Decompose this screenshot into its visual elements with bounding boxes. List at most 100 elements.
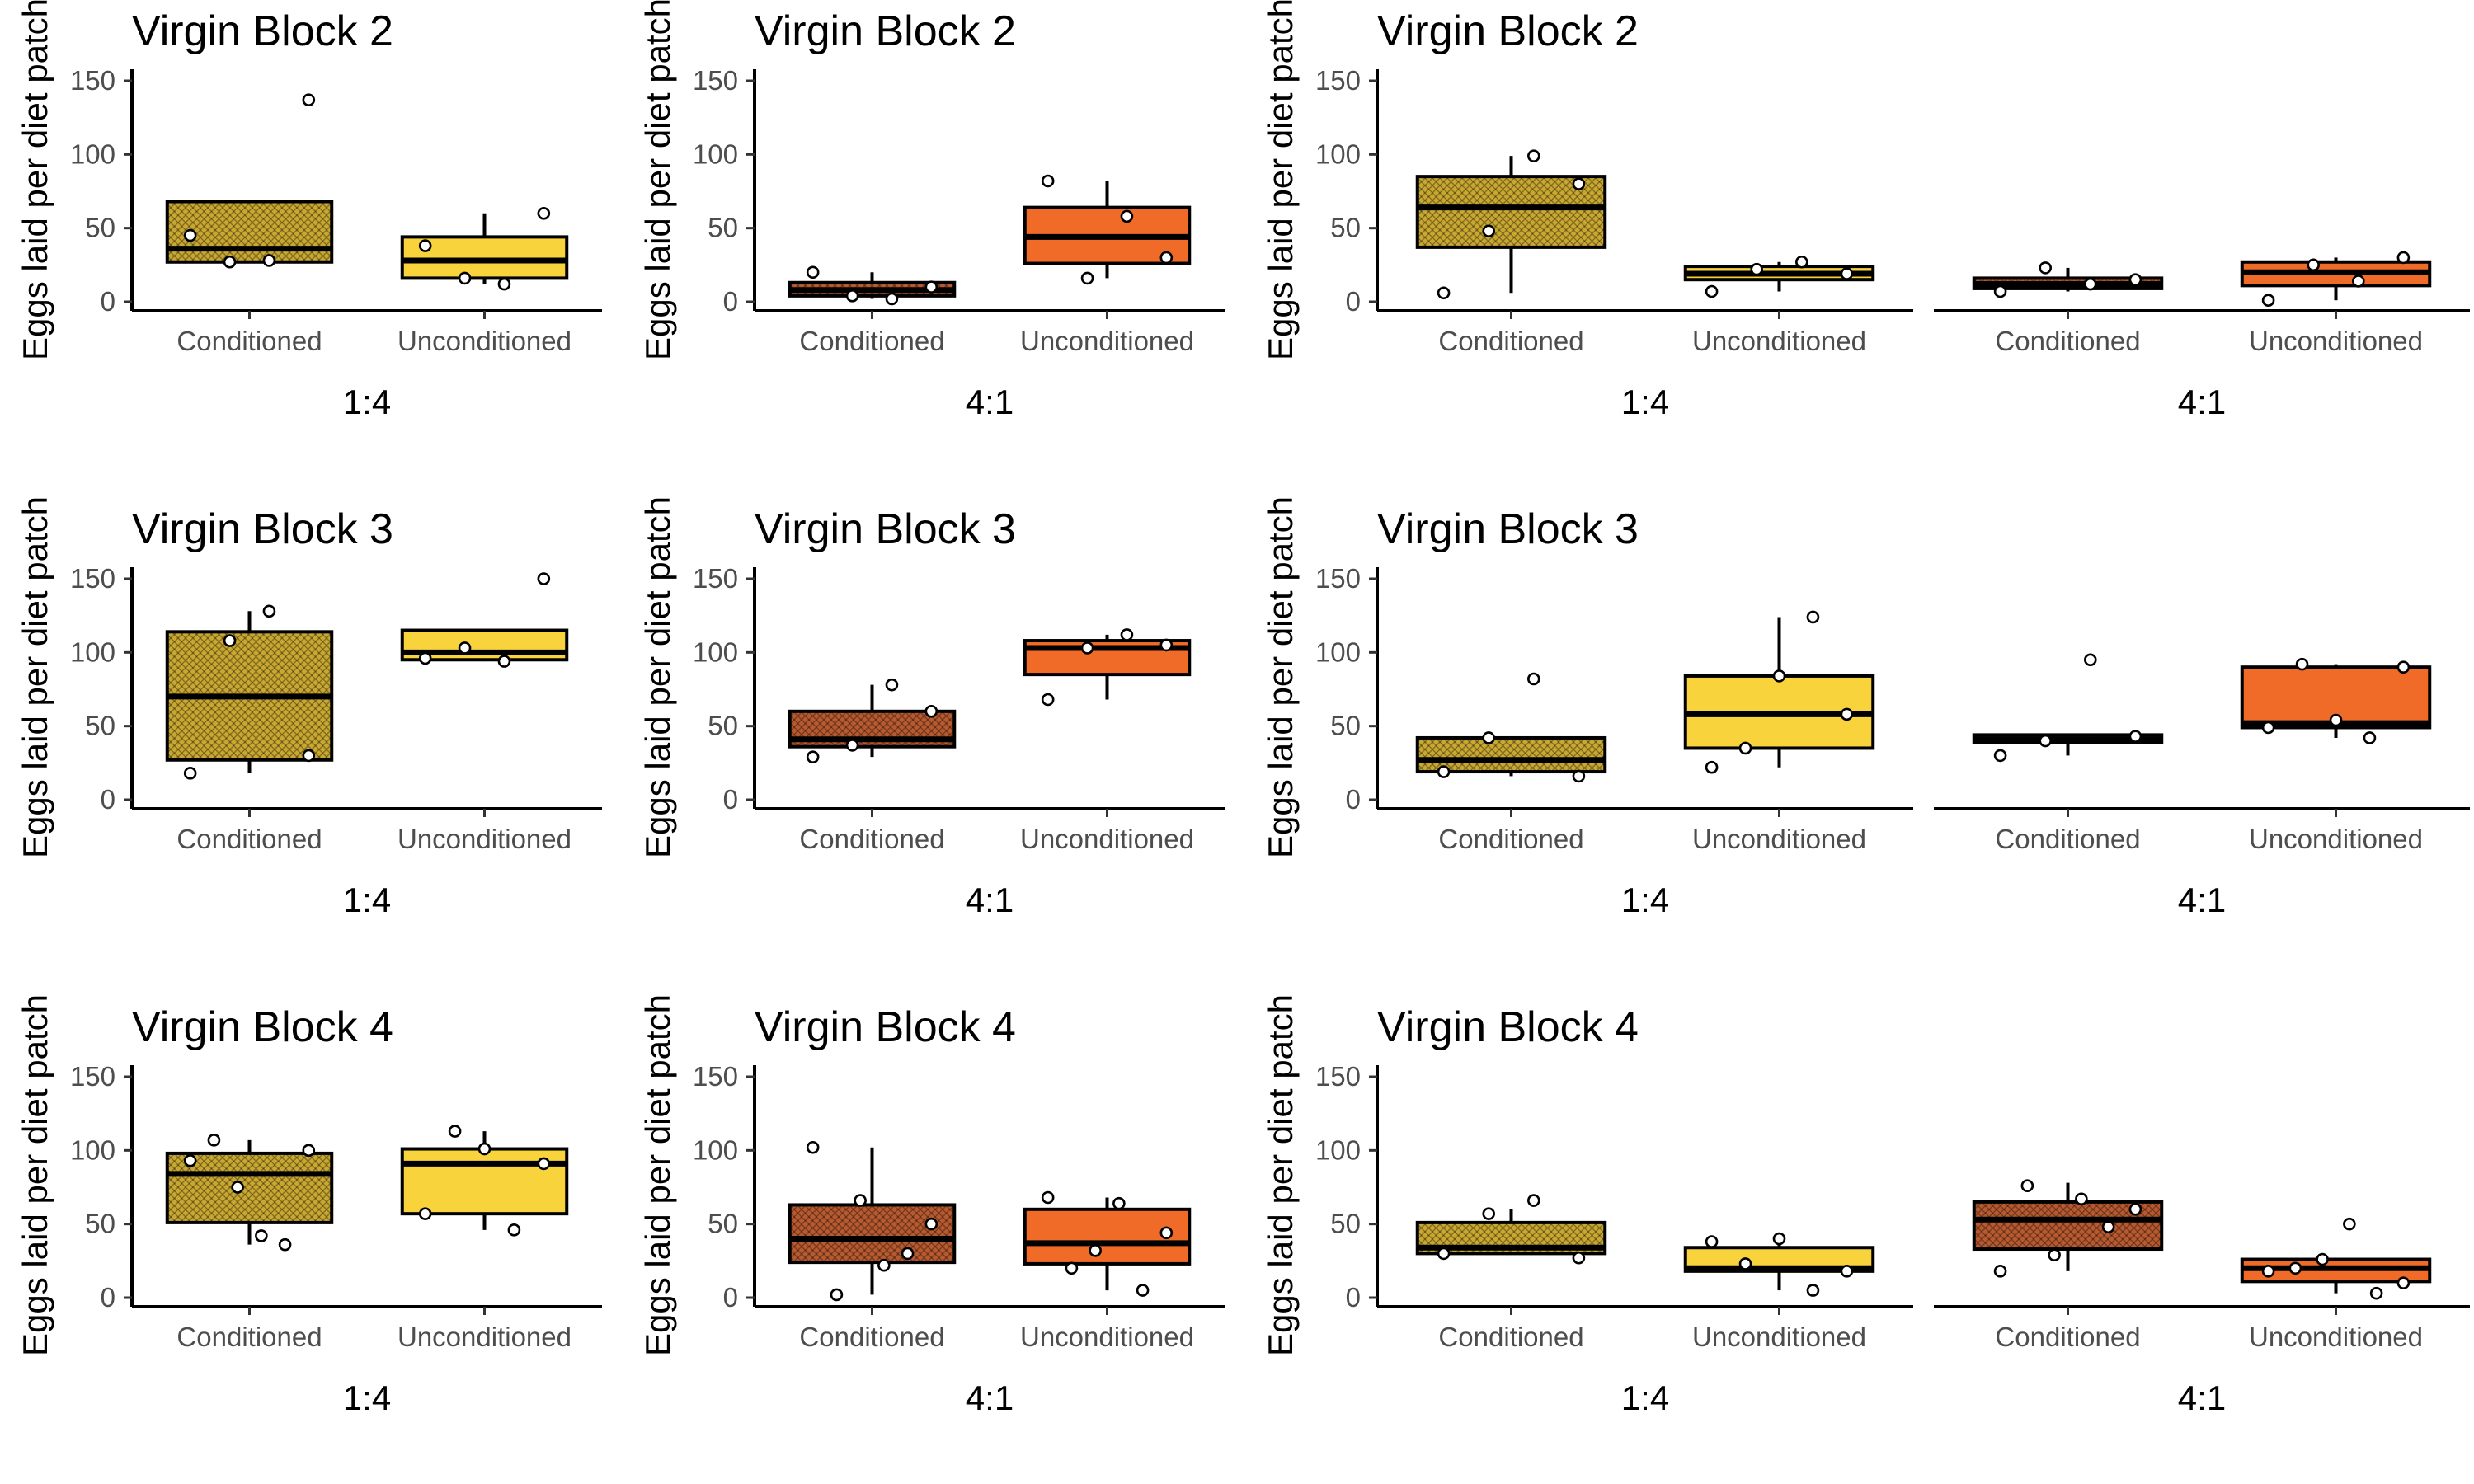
data-point [2128,730,2142,743]
facet-label: 4:1 [2178,1378,2226,1417]
y-tick-label: 150 [693,65,738,96]
facet-label: 4:1 [966,881,1014,919]
data-point [1482,224,1495,238]
data-point [1041,174,1055,188]
box-group [1415,149,1607,300]
x-tick-label: Conditioned [1995,326,2140,356]
data-point [1482,731,1495,744]
data-point [278,1237,292,1252]
data-point [1089,1244,1102,1257]
data-point [207,1134,221,1147]
y-axis-label: Eggs laid per diet patch [638,496,677,858]
data-point [231,1181,244,1194]
data-point [1120,209,1134,223]
y-axis-label: Eggs laid per diet patch [638,994,677,1356]
data-point [223,255,237,269]
data-point [2020,1179,2034,1193]
x-tick-label: Unconditioned [397,824,571,854]
x-tick-label: Unconditioned [397,1322,571,1352]
data-point [183,767,197,780]
x-tick-label: Unconditioned [1692,1322,1866,1352]
data-point [1806,610,1820,624]
y-tick-label: 150 [693,1061,738,1092]
data-point [2396,660,2411,674]
panel-title: Virgin Block 2 [755,7,1016,55]
data-point [537,206,551,220]
data-point [2363,731,2377,744]
data-point [183,228,197,242]
facet-label: 4:1 [2178,881,2226,919]
data-point [497,277,511,291]
data-point [845,739,859,752]
facet-label: 4:1 [2178,383,2226,421]
y-axis-label: Eggs laid per diet patch [16,496,54,858]
y-axis-label: Eggs laid per diet patch [1261,0,1300,360]
box-group [165,93,334,269]
y-tick-label: 100 [70,636,115,667]
x-tick-label: Unconditioned [1020,326,1194,356]
data-point [1159,638,1174,652]
data-point [507,1223,521,1237]
data-point [1482,1207,1495,1220]
x-tick-label: Unconditioned [397,326,571,356]
data-point [2352,275,2365,288]
facet-label: 1:4 [343,1378,391,1417]
data-point [1112,1196,1126,1210]
y-tick-label: 100 [693,636,738,667]
data-point [497,655,511,668]
y-axis-label: Eggs laid per diet patch [638,0,677,360]
data-point [1572,1251,1586,1265]
x-tick-label: Conditioned [1995,824,2140,854]
y-tick-label: 0 [1346,784,1361,815]
y-tick-label: 0 [723,286,738,317]
box-group [1415,672,1607,783]
panel: Virgin Block 2 Eggs laid per diet patch 0 5… [16,0,602,421]
panel: Virgin Block 3 Eggs laid per diet patch 0 5… [1261,496,2470,919]
box-group [1023,1190,1192,1297]
data-point [1840,1265,1854,1278]
data-point [2075,1192,2088,1206]
x-tick-label: Conditioned [799,326,944,356]
data-point [806,1140,820,1154]
data-point [1806,1284,1820,1297]
data-point [1080,271,1094,285]
data-point [1437,286,1451,300]
data-point [2039,734,2052,748]
data-point [1993,1265,2007,1278]
y-tick-label: 150 [693,563,738,594]
box-group [400,572,569,668]
y-tick-label: 150 [70,65,115,96]
panel-title: Virgin Block 3 [132,505,393,553]
data-point [302,749,316,763]
facet-label: 1:4 [1621,1378,1669,1417]
x-tick-label: Conditioned [1995,1322,2140,1352]
x-tick-label: Conditioned [176,1322,322,1352]
y-tick-label: 0 [723,784,738,815]
x-tick-label: Conditioned [1438,326,1583,356]
y-tick-label: 100 [1315,1134,1361,1165]
box-group [400,206,569,291]
data-point [830,1288,844,1302]
data-point [1705,760,1719,774]
data-point [877,1258,891,1272]
facet-label: 1:4 [343,881,391,919]
data-point [1705,284,1719,298]
y-tick-label: 100 [70,1134,115,1165]
panel: Virgin Block 2 Eggs laid per diet patch 0 5… [638,0,1225,421]
y-tick-label: 0 [1346,1282,1361,1313]
data-point [255,1229,268,1242]
data-point [901,1247,915,1261]
x-tick-label: Conditioned [1438,1322,1583,1352]
y-tick-label: 150 [70,1061,115,1092]
data-point [2261,1265,2275,1278]
data-point [1527,672,1540,686]
data-point [1840,267,1854,280]
y-tick-label: 100 [1315,636,1361,667]
data-point [2316,1252,2329,1266]
